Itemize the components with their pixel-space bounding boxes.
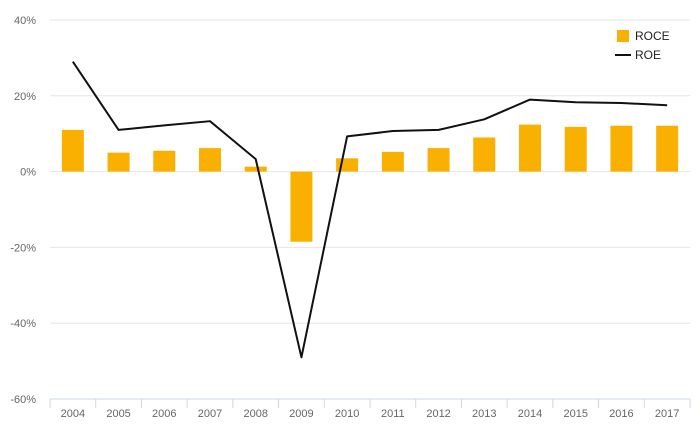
- roce-bar: [381, 151, 404, 172]
- roe-line: [72, 61, 668, 359]
- legend-label-roce: ROCE: [635, 29, 670, 43]
- x-tick-label: 2008: [243, 408, 267, 420]
- legend-label-roe: ROE: [635, 48, 661, 62]
- roce-bar: [519, 124, 541, 172]
- roce-bar: [473, 137, 496, 172]
- x-tick-label: 2011: [381, 408, 405, 420]
- y-tick-label: 20%: [14, 91, 36, 103]
- roce-bar: [199, 148, 221, 172]
- x-tick-label: 2016: [609, 408, 633, 420]
- legend: ROCE ROE: [615, 29, 670, 62]
- roce-bars: [61, 124, 679, 242]
- roce-bar: [61, 129, 84, 172]
- x-tick-label: 2010: [335, 408, 359, 420]
- y-tick-label: 0%: [20, 167, 36, 179]
- roce-bar: [564, 126, 587, 172]
- y-axis: 40% 20% 0% -20% -40% -60%: [10, 15, 36, 406]
- roce-bar: [427, 148, 450, 172]
- grid-lines: [50, 19, 690, 324]
- x-tick-label: 2004: [61, 408, 85, 420]
- x-tick-label: 2013: [472, 408, 496, 420]
- y-tick-label: -40%: [10, 318, 36, 330]
- roce-bar: [244, 166, 267, 172]
- x-tick-label: 2015: [563, 408, 587, 420]
- x-tick-label: 2012: [426, 408, 450, 420]
- legend-swatch-roce: [617, 30, 629, 42]
- roce-bar: [656, 125, 679, 172]
- roe-line-series: [72, 61, 668, 359]
- x-tick-label: 2005: [106, 408, 130, 420]
- y-tick-label: -60%: [10, 394, 36, 406]
- roce-bar: [610, 125, 633, 172]
- x-tick-label: 2007: [198, 408, 222, 420]
- y-tick-label: 40%: [14, 15, 36, 27]
- x-tick-label: 2017: [655, 408, 679, 420]
- roce-bar: [290, 171, 313, 242]
- roce-bar: [153, 150, 176, 172]
- x-tick-label: 2009: [289, 408, 313, 420]
- roce-bar: [107, 152, 130, 172]
- x-tick-label: 2014: [518, 408, 542, 420]
- y-tick-label: -20%: [10, 242, 36, 254]
- x-tick-label: 2006: [152, 408, 176, 420]
- x-axis: 2004 2005 2006 2007 2008 2009 2010 2011 2012 2013…: [49, 398, 691, 420]
